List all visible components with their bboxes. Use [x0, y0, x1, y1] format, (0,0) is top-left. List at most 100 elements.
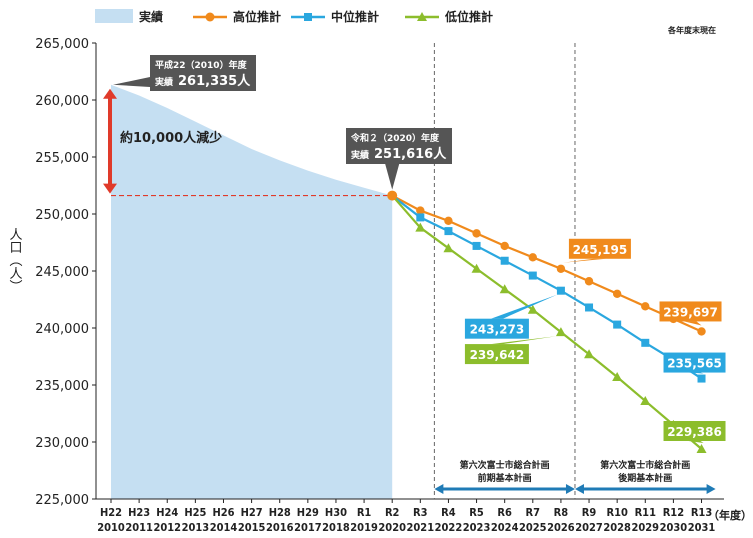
plan-line2-0: 前期基本計画	[478, 472, 532, 484]
callout-line1-1: 令和２（2020）年度	[350, 132, 440, 144]
legend-marker-2	[304, 13, 312, 21]
x-tick-era-18: R10	[606, 506, 628, 519]
legend-swatch-0	[95, 9, 133, 23]
x-tick-year-20: 2030	[660, 521, 688, 534]
point-1-21	[697, 327, 706, 336]
legend-label-3: 低位推計	[444, 9, 493, 24]
x-tick-year-21: 2031	[688, 521, 716, 534]
x-axis-unit: （年度）	[708, 508, 752, 522]
point-2-16	[556, 286, 565, 295]
callout-pointer-0	[113, 77, 150, 87]
series-line-2	[391, 194, 703, 380]
plan-line2-1: 後期基本計画	[618, 472, 672, 484]
value-label-4: 239,642	[470, 348, 525, 362]
point-2-13	[472, 241, 481, 250]
x-tick-year-11: 2021	[407, 521, 435, 534]
value-label-pointer-2	[490, 294, 557, 319]
x-tick-year-19: 2029	[632, 521, 660, 534]
plan-arrow-left-0	[434, 484, 444, 494]
x-tick-era-20: R12	[663, 506, 685, 519]
value-label-pointer-3	[688, 372, 704, 374]
x-tick-year-10: 2020	[378, 521, 406, 534]
x-tick-year-0: 2010	[97, 521, 125, 534]
point-1-19	[641, 302, 650, 311]
point-1-13	[472, 229, 481, 238]
decrease-arrow-head-bottom	[103, 183, 117, 194]
value-label-pointer-5	[688, 440, 704, 443]
x-tick-era-12: R4	[441, 506, 456, 519]
x-tick-era-8: H30	[325, 506, 347, 519]
value-label-3: 235,565	[667, 357, 722, 371]
callout-line1-0: 平成22（2010）年度	[155, 59, 248, 71]
legend-marker-3	[417, 12, 427, 21]
point-2-11	[416, 213, 425, 222]
callout-line2a-1: 実績	[351, 149, 369, 161]
x-tick-era-13: R5	[469, 506, 484, 519]
point-3-19	[640, 395, 651, 405]
x-tick-era-1: H23	[128, 506, 150, 519]
x-tick-year-14: 2024	[491, 521, 519, 534]
x-tick-year-5: 2015	[238, 521, 266, 534]
x-tick-era-10: R2	[385, 506, 400, 519]
value-label-box-0	[568, 238, 631, 259]
callout-line2a-0: 実績	[155, 76, 173, 88]
x-tick-year-15: 2025	[519, 521, 547, 534]
point-3-11	[415, 222, 426, 232]
x-tick-year-1: 2011	[125, 521, 153, 534]
point-1-14	[500, 241, 509, 251]
value-label-pointer-4	[490, 336, 557, 345]
x-tick-year-16: 2026	[547, 521, 575, 534]
x-tick-era-21: R13	[691, 506, 713, 519]
x-tick-year-6: 2016	[266, 521, 294, 534]
x-tick-era-11: R3	[413, 506, 428, 519]
x-tick-era-4: H26	[212, 506, 234, 519]
plan-arrow-right-1	[706, 484, 716, 494]
x-tick-year-13: 2023	[463, 521, 491, 534]
y-tick-label-5: 240,000	[35, 322, 89, 337]
y-tick-label-2: 255,000	[35, 151, 89, 166]
x-tick-year-12: 2022	[435, 521, 463, 534]
value-label-1: 239,697	[663, 305, 718, 319]
point-1-12	[444, 216, 453, 226]
value-label-0: 245,195	[573, 243, 628, 257]
value-label-box-5	[663, 420, 726, 441]
x-tick-year-18: 2028	[603, 521, 631, 534]
callout-box-0	[150, 55, 256, 91]
x-tick-year-3: 2013	[182, 521, 210, 534]
y-tick-label-6: 235,000	[35, 379, 89, 394]
value-label-pointer-0	[562, 258, 606, 263]
value-label-5: 229,386	[667, 425, 722, 439]
plan-arrow-left-1	[574, 484, 584, 494]
decrease-label: 約10,000人減少	[120, 130, 222, 146]
callout-line2b-1: 251,616人	[374, 146, 447, 162]
x-tick-year-9: 2019	[350, 521, 378, 534]
decrease-arrow-head-top	[103, 88, 117, 99]
point-3-21	[696, 443, 707, 453]
x-tick-era-2: H24	[156, 506, 178, 519]
plan-line1-1: 第六次富士市総合計画	[600, 459, 690, 471]
series-line-3	[391, 194, 703, 450]
value-label-box-1	[659, 301, 722, 322]
point-3-16	[555, 327, 566, 337]
point-1-16	[556, 264, 566, 273]
x-tick-year-8: 2018	[322, 521, 350, 534]
value-label-box-4	[464, 344, 529, 365]
x-tick-era-5: H27	[241, 506, 263, 519]
x-tick-year-4: 2014	[210, 521, 238, 534]
x-tick-era-0: H22	[100, 506, 122, 519]
legend-marker-1	[205, 12, 215, 22]
plan-arrow-right-0	[565, 484, 575, 494]
y-axis-label: 人口（人）	[7, 228, 23, 293]
value-label-box-3	[663, 352, 726, 373]
x-tick-year-7: 2017	[294, 521, 322, 534]
point-3-12	[443, 243, 454, 253]
point-1-15	[528, 253, 537, 262]
chart-note: 各年度末現在	[667, 25, 716, 35]
point-3-17	[584, 349, 595, 359]
point-2-12	[444, 227, 453, 236]
point-2-18	[613, 320, 622, 329]
value-label-pointer-1	[684, 321, 702, 326]
y-tick-label-1: 260,000	[35, 94, 89, 109]
